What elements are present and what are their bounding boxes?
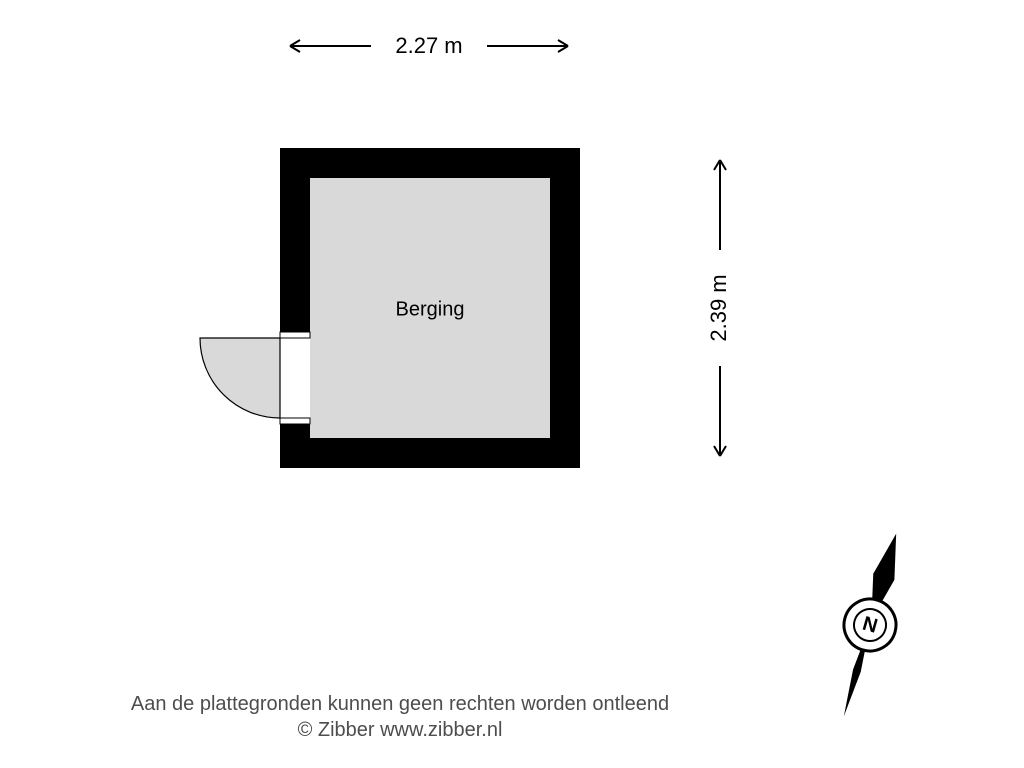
dimension-top: 2.27 m xyxy=(290,33,568,58)
dimension-right-label: 2.39 m xyxy=(706,274,731,341)
room-label: Berging xyxy=(396,298,465,320)
dimension-top-label: 2.27 m xyxy=(395,33,462,58)
footer-line-2: © Zibber www.zibber.nl xyxy=(298,719,503,741)
dimension-right: 2.39 m xyxy=(706,160,731,456)
footer-line-1: Aan de plattegronden kunnen geen rechten… xyxy=(131,693,669,715)
compass-icon: N xyxy=(819,527,921,724)
room: Berging xyxy=(200,148,580,468)
floorplan-canvas: Berging 2.27 m 2.39 m N Aan de plattegronden… xyxy=(0,0,1024,768)
